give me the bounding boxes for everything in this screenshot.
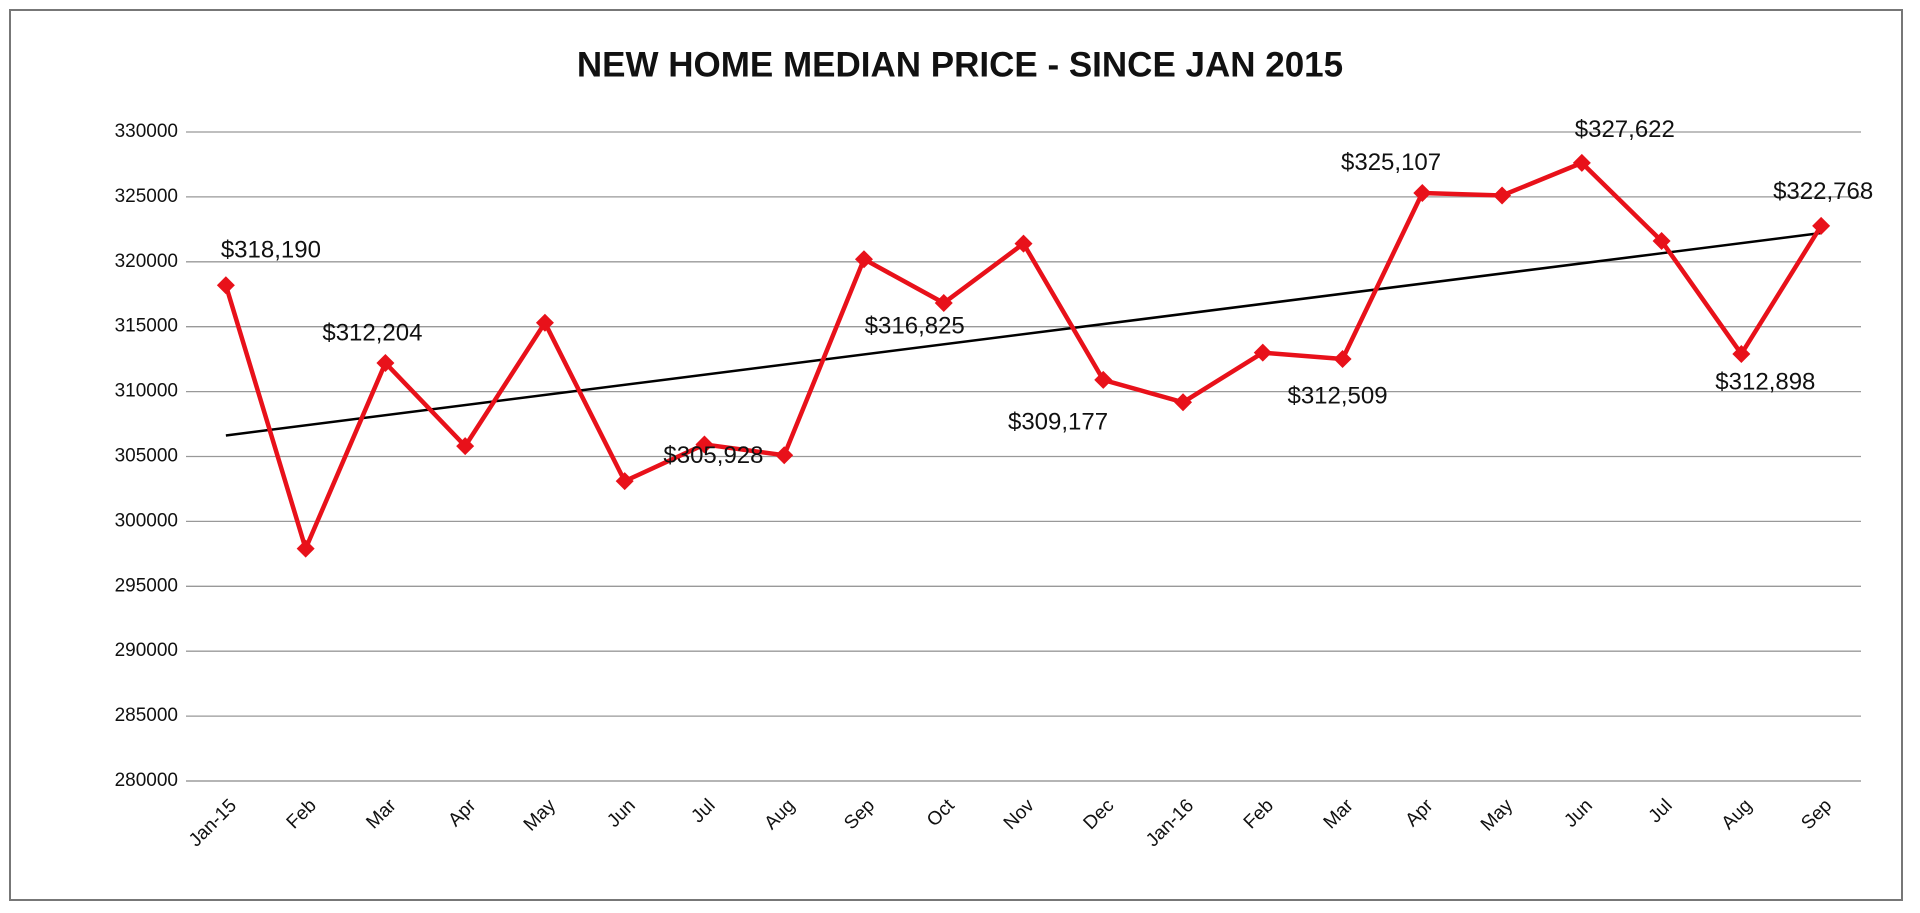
marker [535, 313, 554, 332]
marker [1174, 393, 1193, 412]
marker [296, 539, 315, 558]
data-label: $312,204 [322, 319, 422, 346]
marker [1253, 343, 1272, 362]
y-tick-label: 325000 [115, 186, 178, 207]
y-tick-label: 290000 [115, 640, 178, 661]
y-tick-label: 305000 [115, 446, 178, 467]
marker [1413, 184, 1432, 203]
data-label: $322,768 [1773, 178, 1873, 205]
y-tick-label: 315000 [115, 316, 178, 337]
marker [615, 472, 634, 491]
marker [376, 353, 395, 372]
marker [1732, 344, 1751, 363]
y-tick-label: 285000 [115, 705, 178, 726]
y-tick-label: 320000 [115, 251, 178, 272]
y-tick-label: 300000 [115, 510, 178, 531]
marker [1014, 234, 1033, 253]
data-label: $305,928 [663, 442, 763, 469]
marker [456, 437, 475, 456]
y-tick-label: 330000 [115, 121, 178, 142]
marker [1094, 370, 1113, 389]
marker [1493, 186, 1512, 205]
y-tick-label: 310000 [115, 381, 178, 402]
marker [1812, 216, 1831, 235]
chart-border [9, 9, 1903, 901]
chart-title: NEW HOME MEDIAN PRICE - SINCE JAN 2015 [577, 45, 1343, 84]
y-tick-label: 280000 [115, 770, 178, 791]
marker [775, 446, 794, 465]
marker [1572, 153, 1591, 172]
data-label: $316,825 [865, 312, 965, 339]
marker [1652, 232, 1671, 251]
data-label: $312,509 [1287, 382, 1387, 409]
marker [695, 435, 714, 454]
y-tick-label: 295000 [115, 575, 178, 596]
marker [854, 250, 873, 269]
data-label: $312,898 [1715, 368, 1815, 395]
data-label: $327,622 [1575, 116, 1675, 143]
marker [216, 276, 235, 295]
marker [934, 294, 953, 313]
data-label: $325,107 [1341, 149, 1441, 176]
data-label: $318,190 [221, 237, 321, 264]
marker [1333, 350, 1352, 369]
data-label: $309,177 [1008, 409, 1108, 436]
